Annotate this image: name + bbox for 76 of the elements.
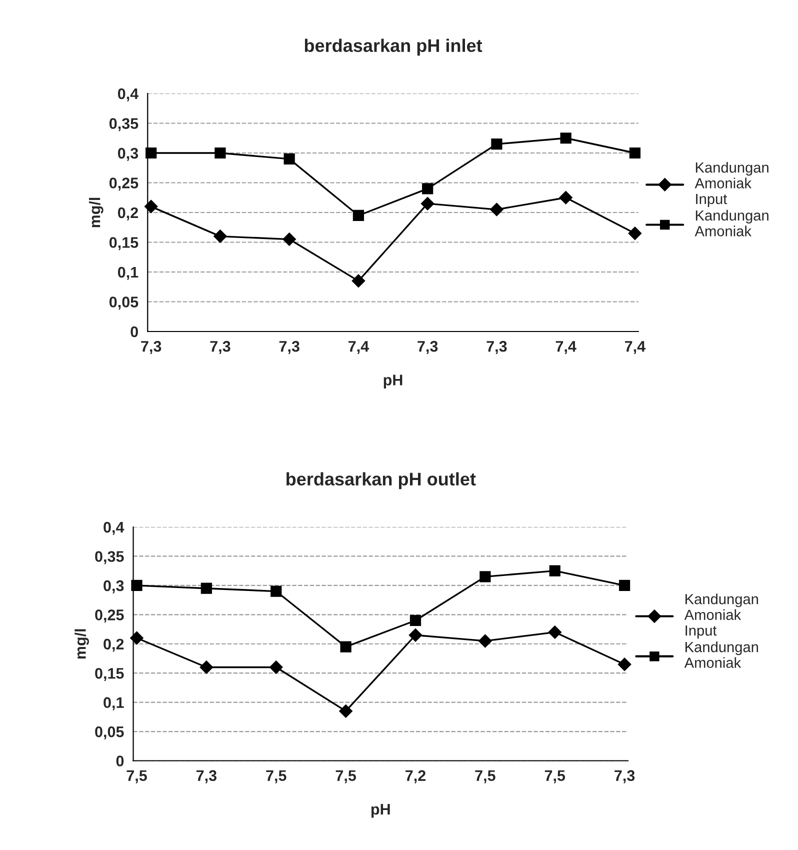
x-tick-label: 7,2 [406,770,426,784]
y-tick-label: 0,3 [104,580,124,594]
point [618,658,632,671]
point [478,634,492,648]
legend-label: Kandungan Amoniak Input [694,162,768,207]
x-tick-label: 7,5 [544,770,566,784]
point [548,626,562,639]
y-tick-label: 0,2 [104,638,124,652]
chart-title: berdasarkan pH inlet [304,38,482,56]
x-tick-label: 7,3 [614,770,635,784]
point [270,586,282,597]
x-tick-label: 7,3 [279,340,300,354]
point [420,196,434,210]
x-tick-label: 7,5 [475,770,496,784]
point [130,631,144,645]
point [200,660,214,674]
point [352,210,364,222]
x-tick-label: 7,3 [210,340,230,354]
y-tick-label: 0,1 [118,266,138,280]
point [144,200,158,214]
point [480,571,491,582]
y-tick-label: 0,25 [95,610,124,623]
y-tick-label: 0,05 [95,726,124,740]
point [282,232,296,246]
point [559,191,572,204]
point [560,132,572,144]
y-axis-title: mg/l [74,629,89,659]
x-tick-label: 7,3 [486,340,507,354]
y-tick-label: 0,3 [118,148,138,161]
y-tick-label: 0,15 [109,237,138,250]
y-tick-label: 0,15 [95,668,124,681]
x-tick-label: 7,3 [196,770,217,784]
point [549,565,560,576]
point [270,660,283,674]
point [490,202,504,216]
x-axis-title: pH [384,374,402,388]
point [408,628,422,642]
legend-label: Kandungan Amoniak Input [684,594,758,639]
y-tick-label: 0,4 [104,522,124,535]
point [284,153,295,165]
y-axis-title: mg/l [89,198,104,228]
point [340,641,352,652]
point [422,183,434,194]
legend-label: Kandungan Amoniak [694,210,768,236]
y-tick-label: 0,1 [104,697,124,710]
point [618,580,630,591]
point [214,230,227,243]
y-tick-label: 0 [130,326,138,338]
legend-label: Kandungan Amoniak [684,642,758,668]
point [200,582,212,594]
y-tick-label: 0,35 [109,118,138,132]
x-tick-label: 7,3 [418,340,438,354]
x-tick-label: 7,5 [266,770,286,784]
x-tick-label: 7,4 [624,341,646,354]
point [131,580,142,591]
x-tick-label: 7,4 [348,341,369,354]
point [214,147,226,159]
chart-title: berdasarkan pH outlet [286,472,476,490]
y-tick-label: 0,2 [118,207,138,220]
y-tick-label: 0,35 [95,551,124,564]
y-tick-label: 0,05 [109,296,138,310]
x-axis-title: pH [371,804,390,818]
point [339,704,352,718]
y-tick-label: 0,4 [118,88,139,102]
x-tick-label: 7,4 [556,341,576,354]
y-tick-label: 0,25 [109,178,138,191]
x-tick-label: 7,3 [141,340,162,354]
point [628,226,642,240]
y-tick-label: 0 [116,756,124,766]
x-tick-label: 7,5 [126,770,147,784]
point [491,138,502,150]
x-tick-label: 7,5 [336,770,356,784]
point [146,147,157,159]
point [629,147,640,159]
point [410,614,422,626]
point [352,274,366,288]
